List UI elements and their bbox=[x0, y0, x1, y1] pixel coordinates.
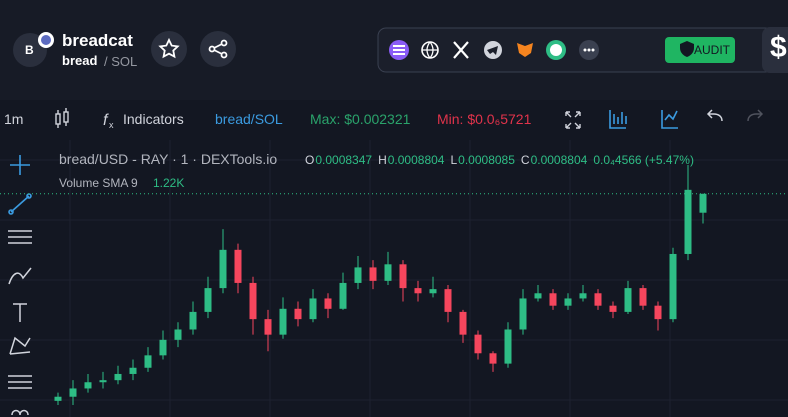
candle-body bbox=[474, 334, 482, 354]
tool-icons[interactable] bbox=[8, 230, 32, 416]
candle-body bbox=[669, 253, 677, 320]
toolbar-icons: f x bbox=[55, 108, 764, 130]
candle-body bbox=[489, 353, 497, 364]
min-price: Min: $0.0₆5721 bbox=[437, 111, 532, 127]
candle-body bbox=[219, 249, 227, 289]
token-symbol: bread bbox=[62, 53, 98, 68]
candle-body bbox=[504, 329, 512, 364]
candle-body bbox=[579, 293, 587, 299]
candle-body bbox=[264, 319, 272, 335]
drawing-tools[interactable] bbox=[8, 155, 32, 215]
candle-body bbox=[444, 289, 452, 312]
toolbar: f x 1m Indicators bread/SOL Max: $0.0023… bbox=[0, 100, 788, 140]
candle-body bbox=[54, 396, 62, 401]
favorite-button[interactable] bbox=[151, 31, 187, 67]
candle-body bbox=[234, 249, 242, 283]
ohlc-item: 0.0008347 bbox=[315, 153, 373, 167]
candle-body bbox=[399, 264, 407, 289]
candle-body bbox=[639, 288, 647, 306]
telegram-plane bbox=[487, 46, 498, 55]
web-lines bbox=[422, 41, 438, 59]
pair-selector[interactable]: bread/SOL bbox=[215, 111, 283, 127]
candle-body bbox=[144, 355, 152, 368]
ohlc-item: 0.0008085 bbox=[458, 153, 515, 167]
star-icon bbox=[158, 37, 180, 59]
avatar-letter: B bbox=[25, 43, 34, 57]
ohlc-legend: O0.0008347 H0.0008804 L0.0008085 C0.0008804… bbox=[305, 153, 694, 167]
chart bbox=[0, 140, 788, 417]
price-cut: $ bbox=[770, 31, 787, 64]
badge-inner bbox=[41, 35, 51, 45]
indicators-button[interactable]: Indicators bbox=[123, 111, 184, 127]
fx-icon[interactable]: f bbox=[103, 112, 109, 129]
candle-body bbox=[279, 308, 287, 335]
candle-body bbox=[684, 189, 692, 254]
candle-body bbox=[129, 367, 137, 374]
candle-body bbox=[309, 298, 317, 320]
candle-body bbox=[699, 193, 707, 213]
fx-sub: x bbox=[109, 120, 114, 130]
header: B breadcat bread / SOL AUDIT $ bbox=[0, 0, 788, 100]
candle-body bbox=[114, 373, 122, 381]
pair-quote: / SOL bbox=[104, 54, 138, 69]
more-dots bbox=[583, 48, 595, 52]
candle-body bbox=[204, 288, 212, 312]
candle-body bbox=[549, 293, 557, 306]
ohlc-item: 0.0₄4566 (+5.47%) bbox=[593, 153, 694, 167]
candle-body bbox=[654, 305, 662, 320]
candle-body bbox=[369, 267, 377, 281]
redo-icon[interactable] bbox=[747, 109, 764, 122]
coin-inner bbox=[550, 44, 562, 56]
candle-body bbox=[99, 380, 107, 383]
undo-icon[interactable] bbox=[706, 109, 723, 122]
candle-body bbox=[249, 282, 257, 320]
interval[interactable]: 1m bbox=[4, 111, 24, 127]
candle-body bbox=[384, 264, 392, 281]
shield-icon bbox=[680, 41, 694, 57]
candle-body bbox=[429, 289, 437, 294]
candle-body bbox=[159, 339, 167, 356]
ohlc-item: 0.0008804 bbox=[387, 153, 445, 167]
ohlc-item: 0.0008804 bbox=[530, 153, 588, 167]
ohlc-item: O bbox=[305, 153, 315, 167]
share-icon bbox=[208, 39, 228, 59]
candle-body bbox=[294, 308, 302, 320]
candle-body bbox=[69, 388, 77, 397]
metamask-icon[interactable] bbox=[517, 43, 533, 57]
volume-value: 1.22K bbox=[153, 176, 185, 190]
token-name: breadcat bbox=[62, 31, 133, 50]
price-box bbox=[762, 27, 788, 73]
ohlc-item: H bbox=[378, 153, 387, 167]
candle-body bbox=[414, 288, 422, 294]
x-icon[interactable] bbox=[453, 41, 469, 59]
candle-body bbox=[174, 329, 182, 340]
candle-type-icon[interactable] bbox=[55, 108, 69, 128]
volume-icon[interactable] bbox=[609, 110, 627, 129]
ohlc-item: L bbox=[450, 153, 458, 167]
candle-body bbox=[339, 282, 347, 309]
candle-body bbox=[594, 293, 602, 306]
max-price: Max: $0.002321 bbox=[310, 111, 411, 127]
candle-body bbox=[459, 311, 467, 335]
candle-body bbox=[324, 298, 332, 309]
header-graphics bbox=[13, 27, 788, 73]
fullscreen-icon[interactable] bbox=[565, 111, 581, 129]
chart-title: bread/USD - RAY · 1 · DEXTools.io bbox=[59, 151, 278, 167]
candle-body bbox=[84, 382, 92, 389]
solana-lines bbox=[393, 45, 405, 55]
share-button[interactable] bbox=[200, 31, 236, 67]
compare-icon[interactable] bbox=[661, 110, 678, 129]
candle-body bbox=[534, 293, 542, 299]
candle-body bbox=[519, 298, 527, 330]
audit-label: AUDIT bbox=[694, 43, 730, 57]
candle-body bbox=[609, 305, 617, 312]
candle-body bbox=[624, 288, 632, 312]
candle-body bbox=[564, 298, 572, 306]
candle-body bbox=[189, 311, 197, 330]
ohlc-item: C bbox=[520, 153, 530, 167]
volume-label: Volume SMA 9 bbox=[59, 176, 138, 190]
candle-body bbox=[354, 267, 362, 283]
